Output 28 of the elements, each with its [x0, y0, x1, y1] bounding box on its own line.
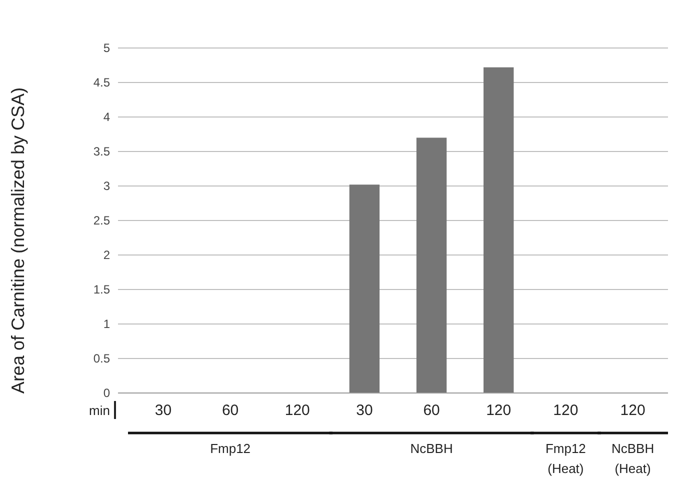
x-tick-label: 120 — [620, 402, 646, 419]
x-tick-label: 30 — [356, 402, 373, 419]
y-tick-label: 5 — [103, 41, 110, 56]
bar — [484, 67, 514, 393]
y-tick-label: 1 — [103, 317, 110, 332]
y-tick-label: 0 — [103, 386, 110, 400]
text: NcBBH (Heat) — [611, 441, 654, 476]
y-tick-label: 2 — [103, 248, 110, 262]
x-tick-label: 60 — [423, 402, 440, 419]
y-tick-label: 4.5 — [93, 76, 110, 90]
text: Fmp12 — [210, 441, 251, 456]
text: NcBBH — [410, 441, 453, 456]
y-tick-label: 3.5 — [93, 144, 110, 159]
x-tick-label: 120 — [284, 402, 310, 419]
y-tick-label: 4 — [103, 110, 110, 124]
y-tick-label: 1.5 — [93, 282, 110, 297]
x-tick-label: 30 — [154, 402, 172, 419]
y-tick-label: 0.5 — [93, 352, 110, 366]
text: min — [89, 403, 110, 418]
bar — [349, 184, 380, 393]
x-tick-label: 120 — [553, 402, 578, 419]
x-tick-label: 60 — [222, 402, 239, 419]
y-axis-title: Area of Carnitine (normalized by CSA) — [8, 87, 28, 394]
y-tick-label: 2.5 — [93, 214, 110, 228]
text: Fmp12 (Heat) — [545, 441, 586, 476]
x-tick-label: 120 — [486, 402, 512, 419]
y-tick-label: 3 — [103, 179, 110, 194]
bar — [416, 138, 447, 393]
